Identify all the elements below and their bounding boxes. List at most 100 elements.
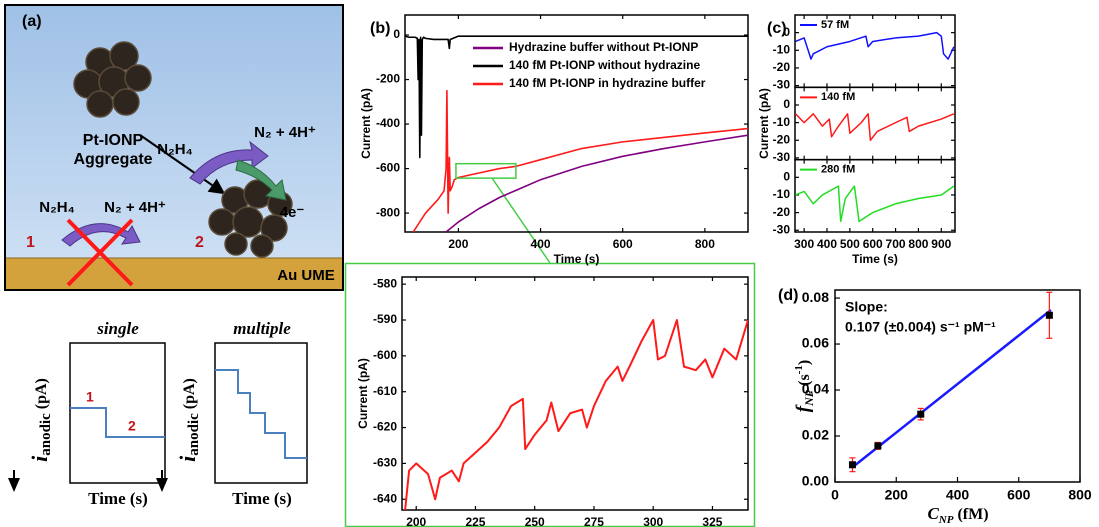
xlabel-part: C: [927, 504, 939, 523]
y-tick-label: -580: [373, 276, 397, 290]
x-tick-label: 325: [702, 515, 722, 527]
y-tick-label: -800: [376, 205, 400, 219]
x-tick-label: 500: [840, 237, 860, 251]
ylabel-part: anodic: [186, 413, 202, 456]
xlabel-part: NP: [938, 514, 954, 526]
y-tick-label: -20: [773, 60, 791, 74]
x-tick-label: 800: [1068, 487, 1092, 503]
x-tick-label: 300: [643, 515, 663, 527]
legend-label: 57 fM: [821, 19, 849, 31]
data-line: [795, 185, 955, 223]
ylabel-part: ): [796, 360, 813, 365]
panel-label: (a): [22, 13, 42, 30]
site-label: 2: [195, 234, 204, 251]
x-tick-label: 200: [885, 487, 909, 503]
legend-label: 140 fM: [821, 91, 855, 103]
y-tick-label: -30: [773, 78, 791, 92]
data-line: [412, 89, 748, 232]
data-line: [851, 309, 1052, 469]
y-tick-label: -10: [773, 115, 791, 129]
data-line: [795, 31, 955, 60]
trace-xlabel: Time (s): [88, 489, 148, 508]
electrode-band: [6, 258, 342, 289]
aggregate-label: Aggregate: [73, 151, 152, 168]
y-tick-label: 0.04: [802, 381, 829, 397]
y-tick-label: -400: [376, 116, 400, 130]
y-tick-label: 0.00: [802, 473, 829, 489]
arrow: [139, 134, 226, 195]
legend-label: Hydrazine buffer without Pt-IONP: [509, 40, 698, 54]
y-axis-label: Current (pA): [757, 88, 771, 159]
x-axis-label: Time (s): [554, 252, 600, 266]
ylabel-part: (pA): [181, 378, 198, 413]
electrons: 4e⁻: [280, 204, 305, 221]
reactant: N₂H₄: [157, 141, 192, 158]
y-tick-label: 0.08: [802, 289, 829, 305]
ylabel-part: anodic: [38, 413, 54, 456]
x-tick-label: 200: [448, 237, 468, 251]
xlabel-part: (fM): [953, 506, 988, 523]
axes-frame: [401, 276, 749, 511]
data-point: [1045, 311, 1053, 319]
legend-label: 140 fM Pt-IONP without hydrazine: [509, 58, 700, 72]
trace-line: [70, 407, 165, 438]
trace-multiple: multiple Time (s) ianodic (pA): [156, 319, 308, 508]
y-tick-label: 0.02: [802, 427, 829, 443]
x-axis-label: Time (s): [852, 252, 898, 266]
x-tick-label: 225: [465, 515, 485, 527]
y-tick-label: -630: [373, 456, 397, 470]
electron-arrow: [235, 159, 287, 201]
y-tick-label: -600: [373, 348, 397, 362]
y-tick-label: -10: [773, 187, 791, 201]
y-tick-label: -30: [773, 150, 791, 164]
y-tick-label: -200: [376, 72, 400, 86]
ylabel-part: (pA): [33, 378, 50, 413]
data-line: [445, 134, 748, 232]
x-tick-label: 600: [863, 237, 883, 251]
y-tick-label: -20: [773, 132, 791, 146]
y-tick-label: -10: [773, 42, 791, 56]
ylabel-part: NP: [802, 389, 816, 407]
schematic-background: [4, 4, 344, 291]
site-label: 1: [26, 234, 35, 251]
cross: [66, 218, 134, 287]
panel-label: (b): [370, 20, 390, 37]
axes-frame: [794, 86, 956, 161]
aggregate-top: [73, 41, 152, 118]
data-line: [795, 113, 955, 142]
legend-label: 140 fM Pt-IONP in hydrazine buffer: [509, 76, 706, 90]
y-tick-label: -610: [373, 384, 397, 398]
y-tick-label: -20: [773, 205, 791, 219]
reactant: N₂H₄: [39, 199, 74, 216]
y-tick-label: 0: [393, 27, 400, 41]
x-tick-label: 600: [1007, 487, 1031, 503]
y-tick-label: 0: [783, 97, 790, 111]
x-tick-label: 250: [525, 515, 545, 527]
y-tick-label: 0: [783, 169, 790, 183]
x-tick-label: 400: [817, 237, 837, 251]
x-tick-label: 800: [695, 237, 715, 251]
trace-frame: [214, 342, 308, 484]
schematic: (a) Pt-IONP Aggregate N₂H₄ N₂ + 4H⁺ 1 2 …: [4, 4, 344, 291]
reaction-arrow: [189, 140, 269, 185]
x-tick-label: 800: [908, 237, 928, 251]
trace-xlabel: Time (s): [232, 489, 292, 508]
zoom-connector: [491, 177, 551, 264]
y-tick-label: -590: [373, 312, 397, 326]
ylabel-part: -1: [793, 365, 805, 374]
x-tick-label: 600: [613, 237, 633, 251]
trace-single: single 1 2 Time (s) ianodic (pA): [8, 319, 166, 508]
zoom-box: [455, 162, 517, 179]
data-point: [874, 442, 882, 450]
x-tick-label: 0: [831, 487, 839, 503]
ylabel-part: f: [793, 404, 814, 412]
y-tick-label: -620: [373, 420, 397, 434]
ylabel-part: (s: [796, 374, 813, 390]
trace-ylabel: ianodic (pA): [27, 378, 54, 462]
panel-label: (d): [778, 287, 798, 304]
x-tick-label: 200: [406, 515, 426, 527]
product: N₂ + 4H⁺: [254, 124, 316, 141]
x-tick-label: 300: [794, 237, 814, 251]
